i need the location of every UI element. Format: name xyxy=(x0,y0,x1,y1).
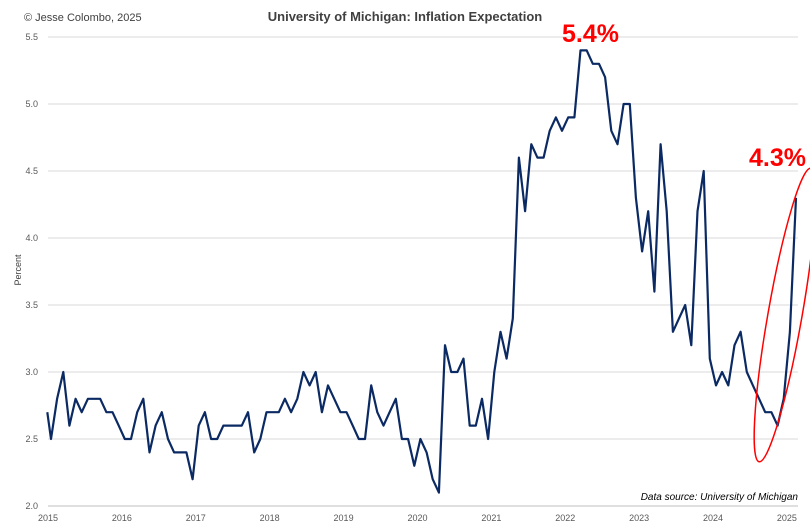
y-tick-label: 3.0 xyxy=(25,367,38,377)
x-tick-label: 2021 xyxy=(481,513,501,523)
x-tick-label: 2018 xyxy=(260,513,280,523)
callout-peak: 5.4% xyxy=(562,20,619,48)
data-source-note: Data source: University of Michigan xyxy=(640,492,798,503)
chart-title: University of Michigan: Inflation Expect… xyxy=(267,9,543,24)
x-tick-label: 2023 xyxy=(629,513,649,523)
y-tick-label: 2.0 xyxy=(25,501,38,511)
y-axis-ticks: 2.0 2.5 3.0 3.5 4.0 4.5 5.0 5.5 xyxy=(25,32,38,511)
highlight-ellipse xyxy=(753,167,810,463)
x-tick-label: 2022 xyxy=(555,513,575,523)
callout-latest: 4.3% xyxy=(749,144,806,172)
x-tick-label: 2020 xyxy=(407,513,427,523)
y-tick-label: 4.0 xyxy=(25,233,38,243)
x-tick-label: 2015 xyxy=(38,513,58,523)
y-tick-label: 4.5 xyxy=(25,166,38,176)
x-tick-label: 2025 xyxy=(777,513,797,523)
x-tick-label: 2016 xyxy=(112,513,132,523)
x-tick-label: 2017 xyxy=(186,513,206,523)
y-tick-label: 2.5 xyxy=(25,434,38,444)
y-tick-label: 5.0 xyxy=(25,99,38,109)
y-tick-label: 5.5 xyxy=(25,32,38,42)
y-axis-label: Percent xyxy=(13,254,23,286)
x-tick-label: 2019 xyxy=(334,513,354,523)
series-line-inflation-expectation xyxy=(46,49,798,494)
x-tick-label: 2024 xyxy=(703,513,723,523)
gridlines xyxy=(48,36,798,440)
y-tick-label: 3.5 xyxy=(25,300,38,310)
x-axis-ticks: 2015 2016 2017 2018 2019 2020 2021 2022 2023 2024… xyxy=(38,513,797,523)
copyright-text: © Jesse Colombo, 2025 xyxy=(24,12,142,24)
